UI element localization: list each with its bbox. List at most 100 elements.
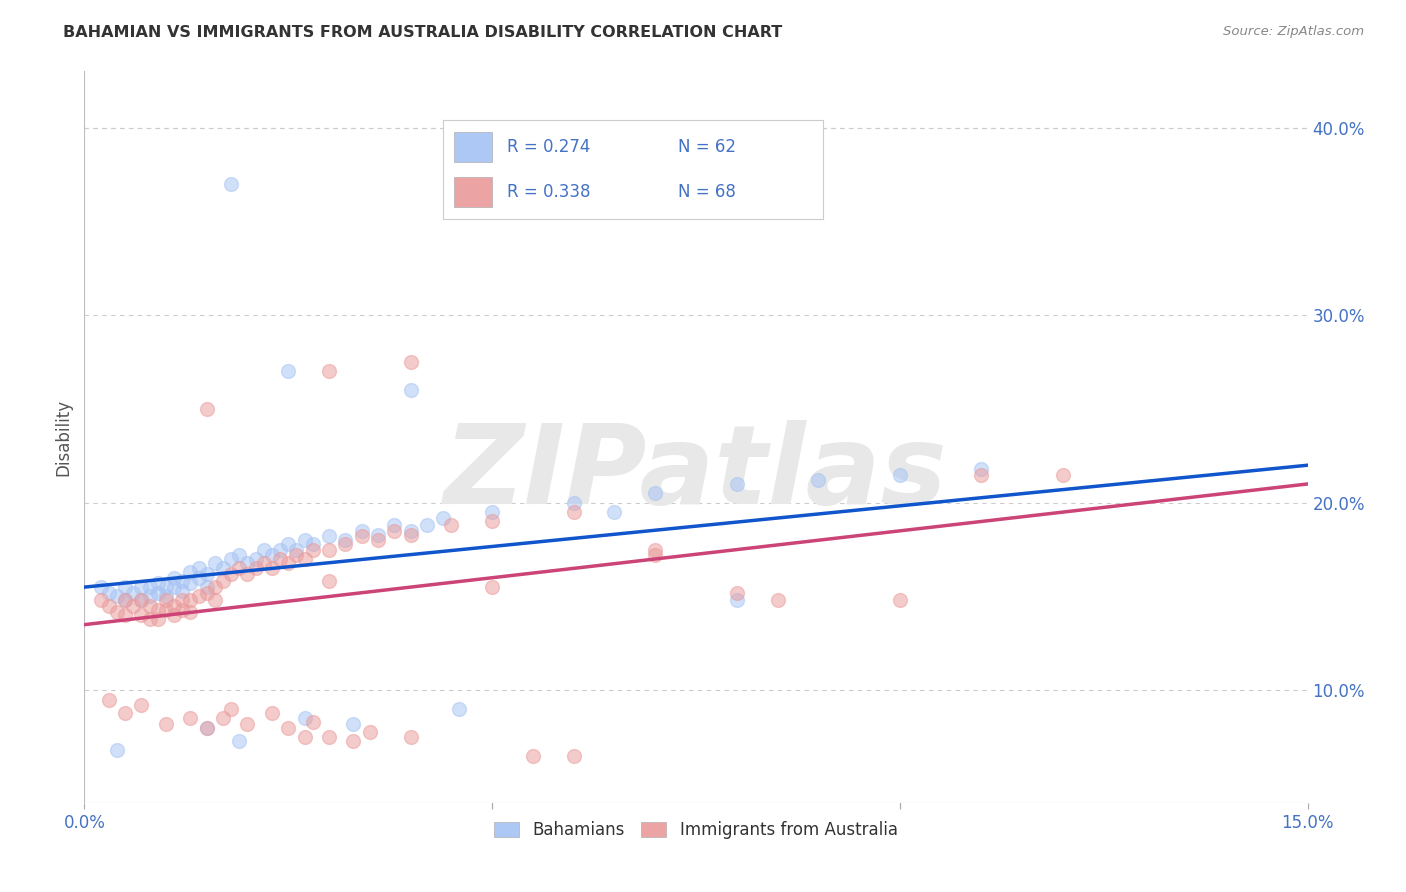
Point	[138, 599, 160, 613]
Point	[294, 533, 316, 548]
Point	[97, 599, 120, 613]
Point	[187, 561, 209, 575]
Point	[318, 542, 340, 557]
Point	[172, 593, 194, 607]
Point	[277, 537, 299, 551]
Point	[155, 593, 177, 607]
Point	[399, 355, 422, 369]
Point	[155, 602, 177, 616]
Point	[562, 748, 585, 763]
Point	[294, 552, 316, 566]
Point	[301, 542, 323, 557]
Point	[522, 748, 544, 763]
Point	[644, 486, 666, 500]
Point	[725, 586, 748, 600]
Point	[172, 574, 194, 589]
Point	[195, 401, 218, 416]
Y-axis label: Disability: Disability	[55, 399, 73, 475]
Point	[399, 524, 422, 538]
Point	[146, 612, 169, 626]
Point	[522, 158, 544, 172]
Point	[155, 590, 177, 604]
Point	[766, 593, 789, 607]
Point	[138, 580, 160, 594]
Point	[342, 717, 364, 731]
Point	[114, 593, 136, 607]
Point	[285, 548, 308, 562]
Point	[603, 505, 626, 519]
Point	[105, 605, 128, 619]
Point	[725, 477, 748, 491]
Point	[114, 593, 136, 607]
Point	[889, 467, 911, 482]
Point	[449, 702, 471, 716]
Point	[277, 556, 299, 570]
Point	[260, 706, 283, 720]
Text: N = 62: N = 62	[678, 138, 737, 156]
Point	[105, 743, 128, 757]
Point	[294, 730, 316, 744]
Point	[163, 608, 186, 623]
Text: BAHAMIAN VS IMMIGRANTS FROM AUSTRALIA DISABILITY CORRELATION CHART: BAHAMIAN VS IMMIGRANTS FROM AUSTRALIA DI…	[63, 25, 783, 40]
Point	[382, 518, 405, 533]
Point	[219, 177, 242, 191]
Text: ZIPatlas: ZIPatlas	[444, 420, 948, 527]
Point	[236, 556, 259, 570]
Point	[146, 576, 169, 591]
Point	[114, 706, 136, 720]
Point	[269, 552, 291, 566]
Point	[350, 529, 373, 543]
Point	[195, 586, 218, 600]
Point	[163, 571, 186, 585]
Point	[195, 721, 218, 735]
Point	[260, 548, 283, 562]
Point	[179, 576, 201, 591]
Point	[172, 602, 194, 616]
Point	[195, 721, 218, 735]
Point	[318, 364, 340, 378]
Point	[122, 599, 145, 613]
Point	[889, 593, 911, 607]
Text: N = 68: N = 68	[678, 183, 737, 201]
Point	[212, 574, 235, 589]
Point	[269, 542, 291, 557]
Point	[335, 533, 357, 548]
FancyBboxPatch shape	[454, 132, 492, 161]
Point	[163, 599, 186, 613]
Point	[318, 529, 340, 543]
Text: Source: ZipAtlas.com: Source: ZipAtlas.com	[1223, 25, 1364, 38]
Point	[204, 580, 226, 594]
Point	[204, 556, 226, 570]
Point	[970, 467, 993, 482]
Point	[245, 561, 267, 575]
Point	[155, 580, 177, 594]
Point	[399, 527, 422, 541]
Point	[253, 542, 276, 557]
Point	[219, 702, 242, 716]
Point	[367, 527, 389, 541]
Point	[367, 533, 389, 548]
Point	[318, 574, 340, 589]
Point	[350, 524, 373, 538]
Point	[131, 698, 153, 713]
Point	[301, 537, 323, 551]
Point	[970, 462, 993, 476]
Point	[131, 608, 153, 623]
Point	[179, 711, 201, 725]
Point	[481, 580, 503, 594]
Point	[644, 542, 666, 557]
Point	[219, 552, 242, 566]
Point	[432, 510, 454, 524]
Point	[359, 724, 381, 739]
Point	[138, 590, 160, 604]
Point	[179, 593, 201, 607]
Point	[163, 580, 186, 594]
Point	[245, 552, 267, 566]
Point	[155, 717, 177, 731]
Point	[97, 692, 120, 706]
Point	[146, 586, 169, 600]
Point	[228, 561, 250, 575]
Point	[179, 605, 201, 619]
Point	[146, 602, 169, 616]
Point	[219, 566, 242, 581]
